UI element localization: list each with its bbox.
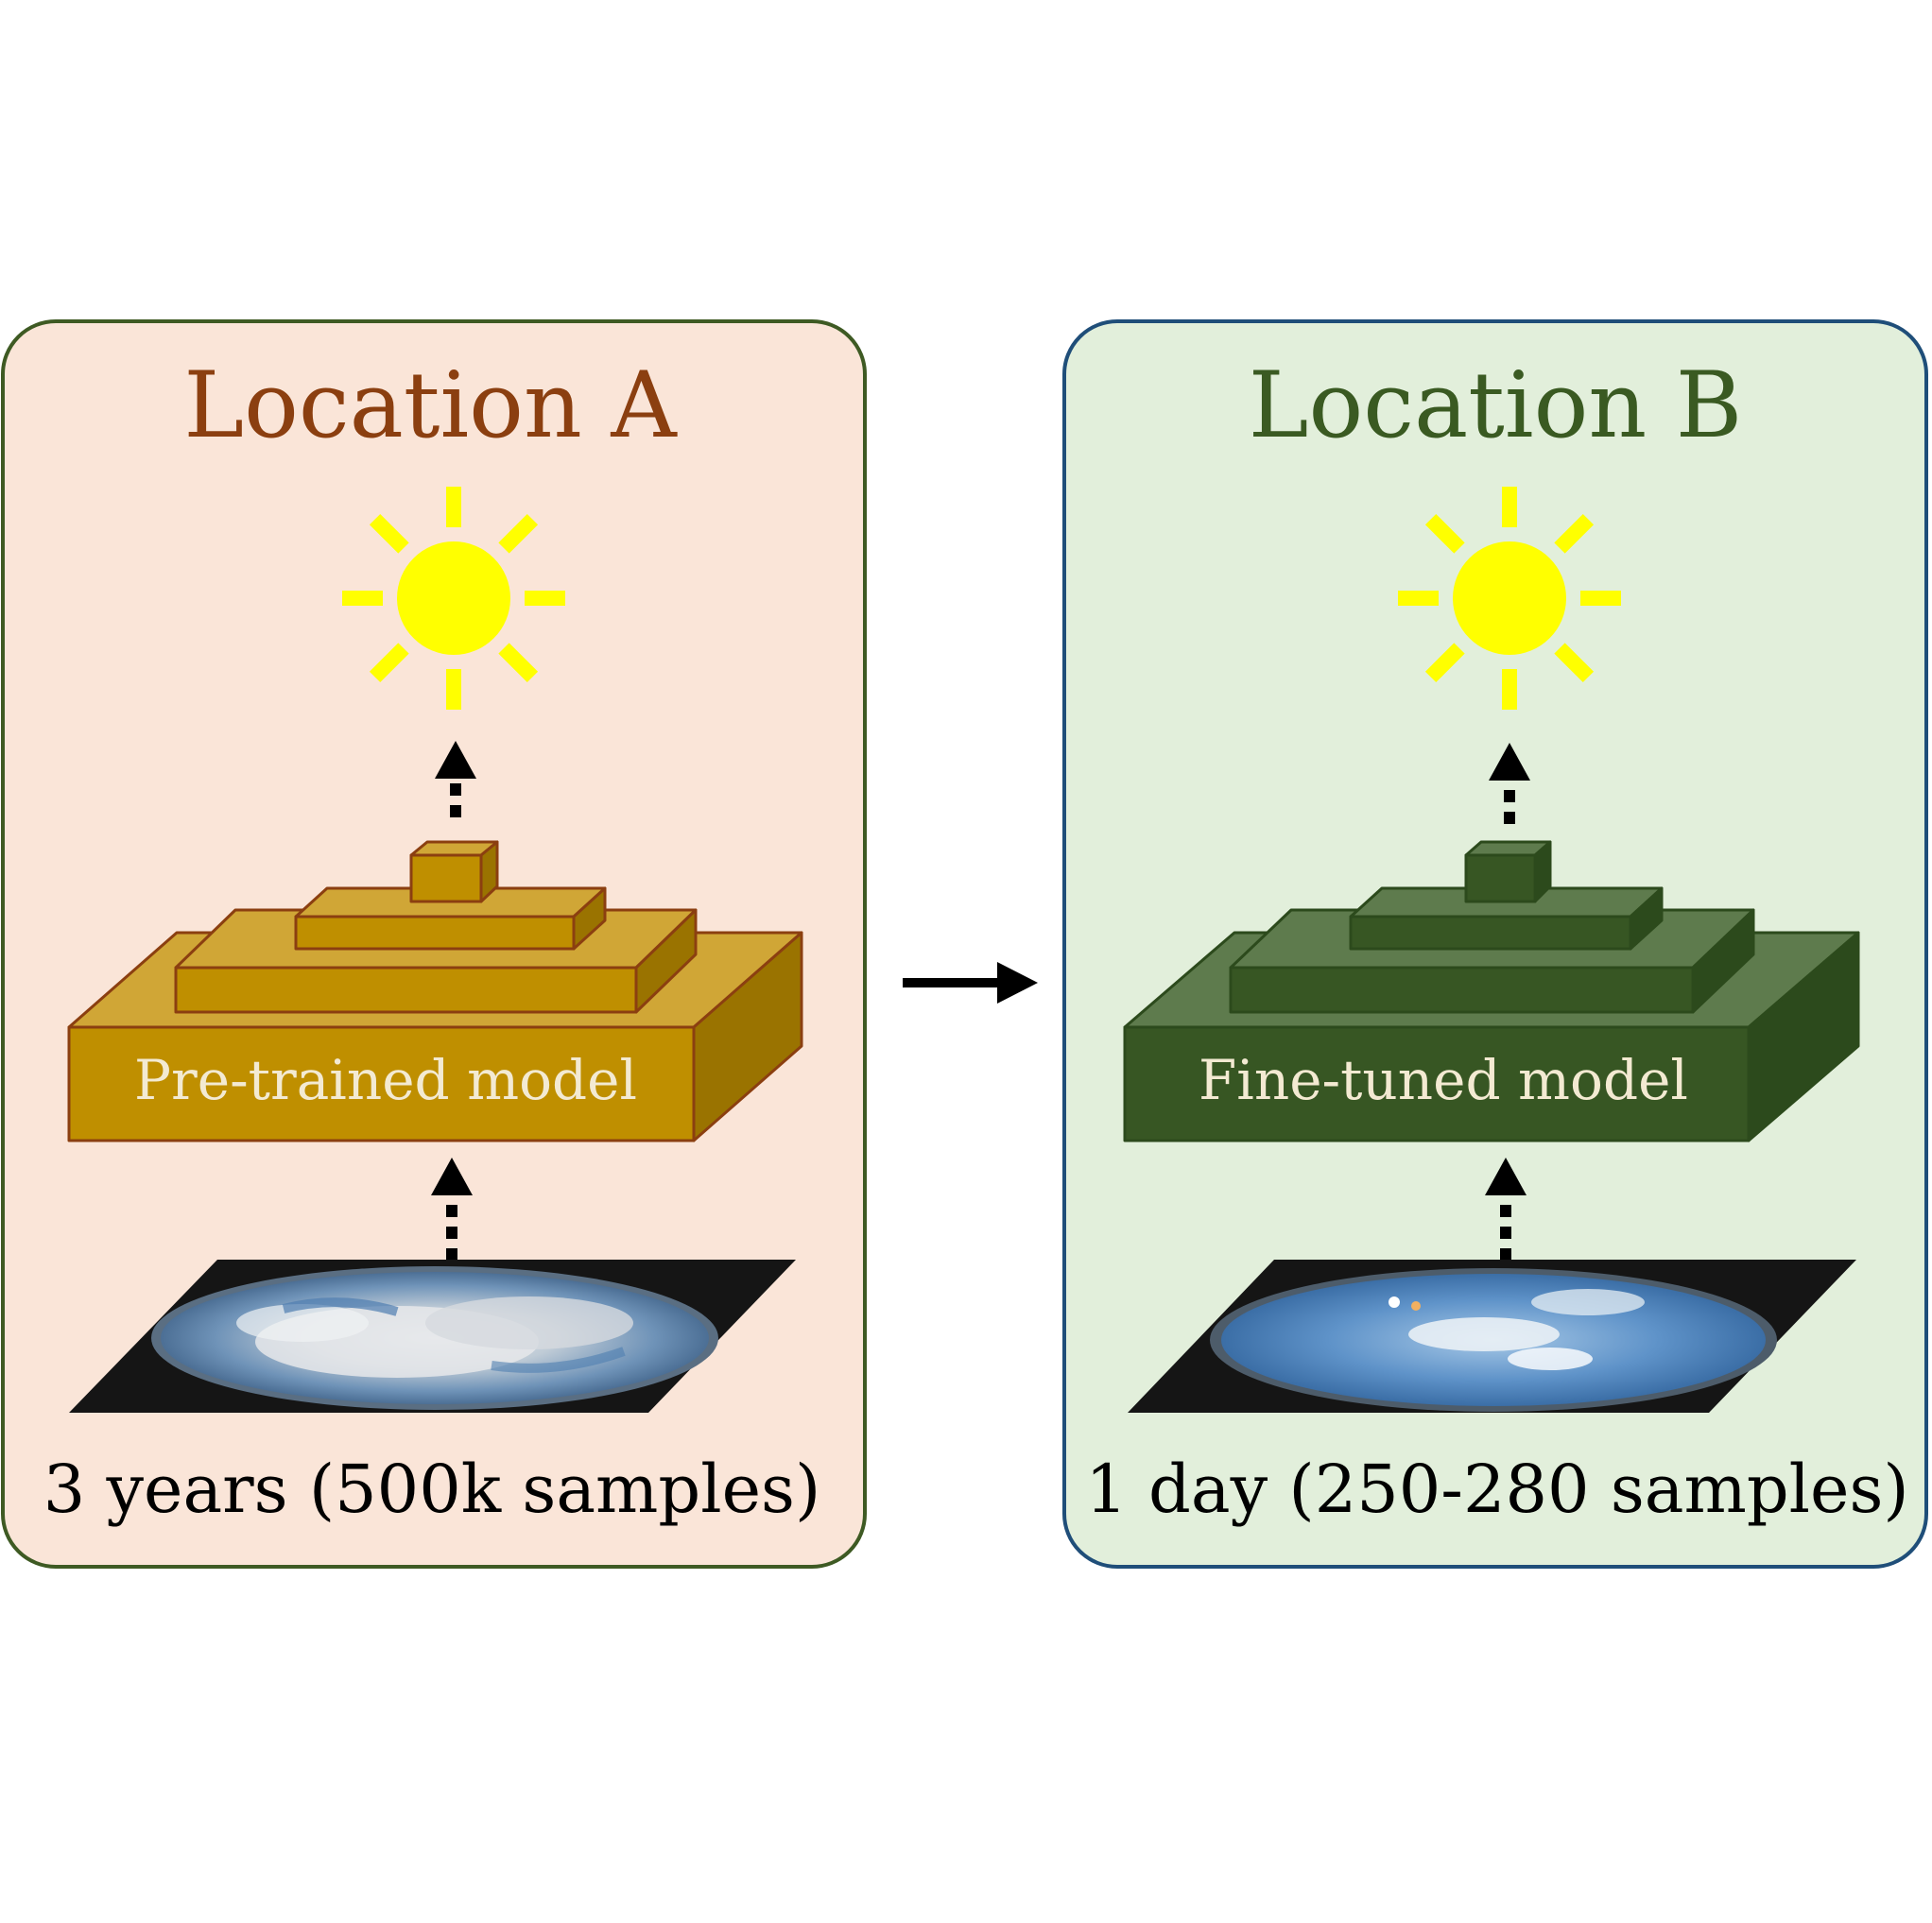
- sky-image-icon: [1128, 1260, 1856, 1413]
- input-arrow-icon: [1485, 1158, 1527, 1304]
- sun-ray: [498, 643, 539, 683]
- panel-location-a: Location A Pre-trained model: [1, 319, 867, 1569]
- sun-ray: [369, 643, 409, 683]
- finetuned-model-block: [1123, 840, 1860, 1142]
- sun-ray: [1554, 513, 1595, 554]
- panel-a-caption: 3 years (500k samples): [43, 1451, 821, 1528]
- output-arrow-icon: [1489, 743, 1530, 824]
- sun-ray: [369, 513, 409, 554]
- panel-b-title: Location B: [1249, 352, 1743, 458]
- pretrained-model-label: Pre-trained model: [134, 1048, 637, 1112]
- pretrained-model-block: [67, 840, 803, 1142]
- sun-icon: [342, 487, 565, 710]
- finetuned-model-label: Fine-tuned model: [1199, 1048, 1688, 1112]
- sky-image-icon: [69, 1260, 796, 1413]
- input-arrow-icon: [431, 1158, 473, 1304]
- arrow-right-icon: [903, 962, 1038, 1004]
- sun-icon: [1398, 487, 1621, 710]
- sun-ray: [1424, 643, 1465, 683]
- panel-location-b: Location B Fine-tuned model: [1062, 319, 1928, 1569]
- panel-b-caption: 1 day (250-280 samples): [1085, 1451, 1908, 1528]
- sun-ray: [1554, 643, 1595, 683]
- sun-ray: [1424, 513, 1465, 554]
- sun-ray: [498, 513, 539, 554]
- output-arrow-icon: [435, 741, 476, 817]
- panel-a-title: Location A: [183, 352, 678, 458]
